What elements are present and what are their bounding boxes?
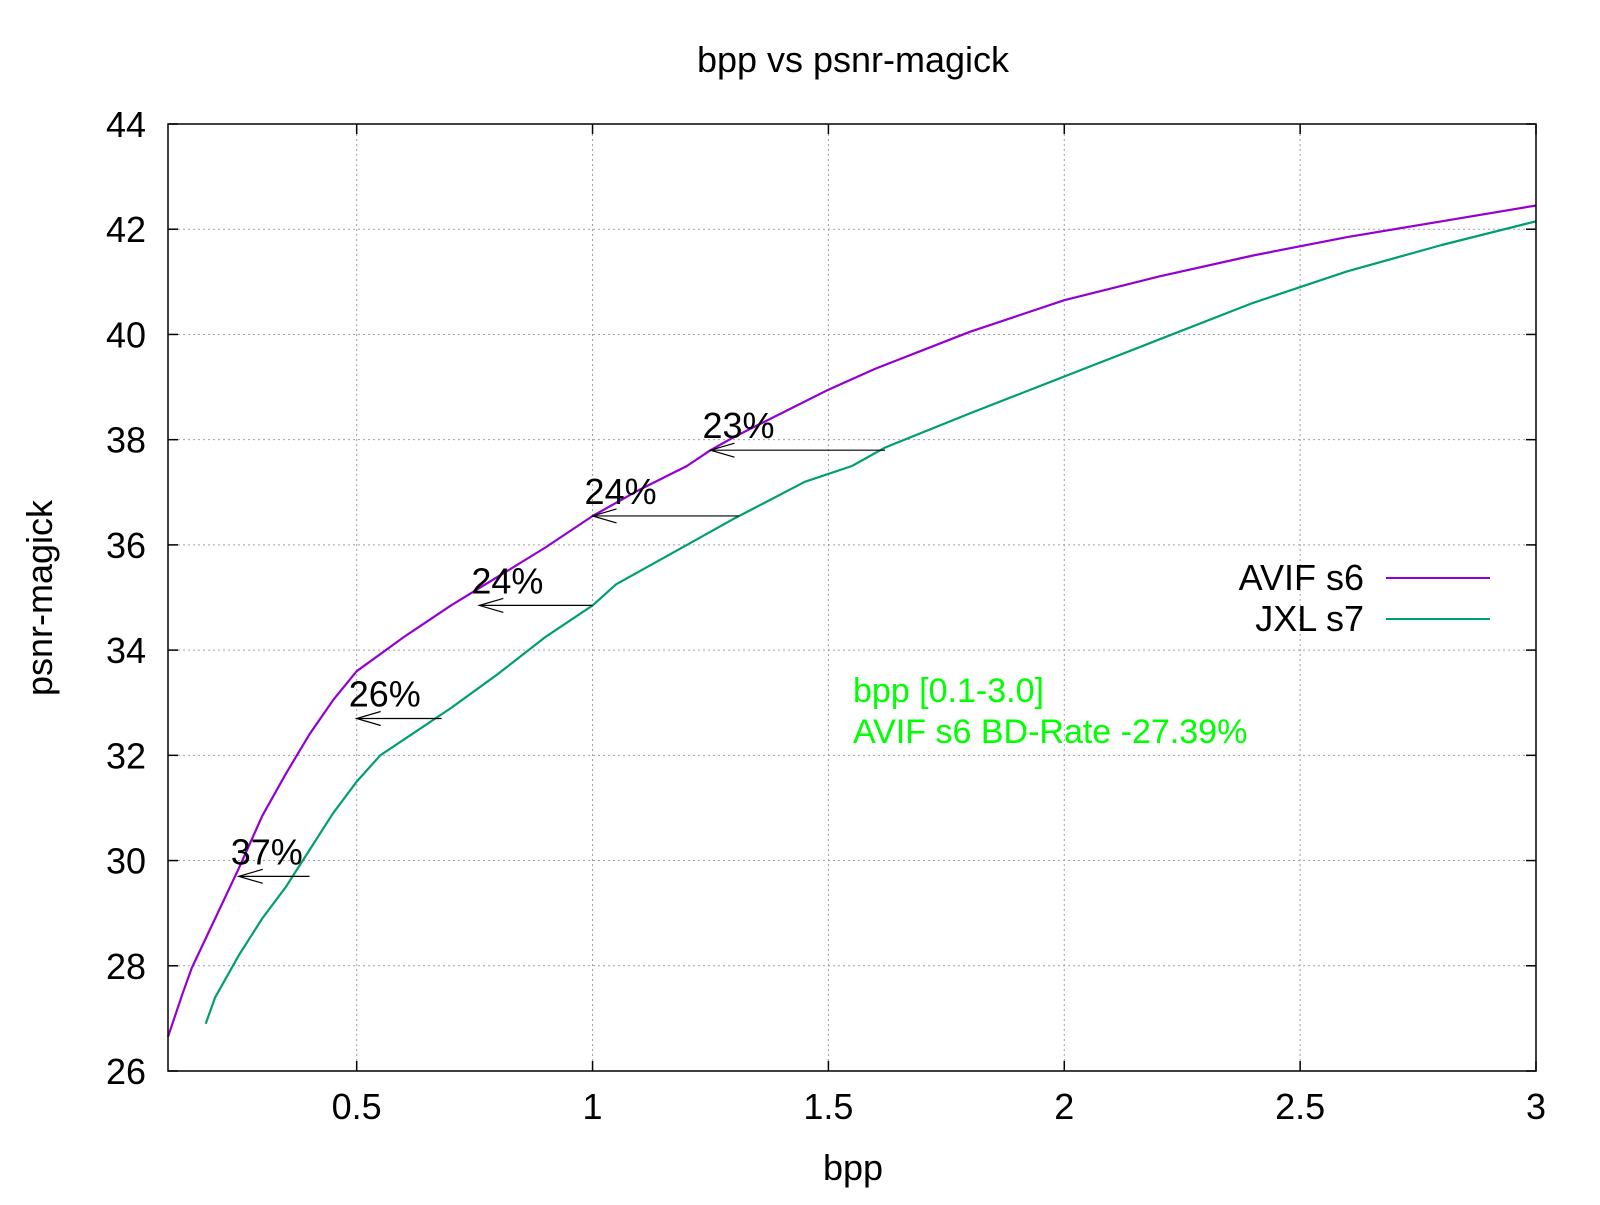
x-tick-label: 1 (583, 1086, 603, 1127)
grid (168, 124, 1536, 1071)
y-tick-label: 30 (106, 841, 146, 882)
annotation-label: 23% (702, 405, 774, 446)
annotation-label: 37% (231, 831, 303, 872)
annotation-arrow-head (708, 442, 735, 458)
y-tick-label: 40 (106, 314, 146, 355)
y-tick-label: 42 (106, 209, 146, 250)
y-tick-label: 34 (106, 630, 146, 671)
x-tick-label: 1.5 (803, 1086, 853, 1127)
y-tick-label: 28 (106, 946, 146, 987)
x-tick-label: 2 (1054, 1086, 1074, 1127)
legend-label-jxl: JXL s7 (1255, 598, 1364, 639)
y-tick-label: 26 (106, 1051, 146, 1092)
annotation-label: 24% (471, 560, 543, 601)
x-tick-label: 3 (1526, 1086, 1546, 1127)
legend: AVIF s6 JXL s7 (1239, 557, 1490, 639)
annotation-label: 24% (585, 471, 657, 512)
x-tick-label: 2.5 (1275, 1086, 1325, 1127)
annotation-arrow-head (354, 710, 381, 727)
annotation-arrow-head (590, 508, 617, 524)
legend-label-avif: AVIF s6 (1239, 557, 1364, 598)
y-tick-label: 36 (106, 525, 146, 566)
y-axis-title: psnr-magick (19, 499, 60, 696)
chart-title: bpp vs psnr-magick (697, 39, 1010, 80)
y-tick-label: 32 (106, 735, 146, 776)
annotations: 37% 26% 24% 24% 23% (231, 405, 886, 884)
plot-frame (167, 123, 1537, 1072)
axis-ticks: 0.5 1 1.5 2 2.5 3 26 28 30 32 34 36 38 40 42 44 (106, 104, 1546, 1127)
note-bpp-range: bpp [0.1-3.0] (853, 672, 1044, 710)
note-bd-rate: AVIF s6 BD-Rate -27.39% (853, 713, 1247, 751)
y-tick-label: 38 (106, 420, 146, 461)
annotation-label: 26% (349, 674, 421, 715)
series-lines (166, 204, 1537, 1038)
annotation-arrow-head (477, 597, 504, 613)
y-tick-label: 44 (106, 104, 146, 145)
series-line-avif (166, 204, 1537, 1038)
x-tick-label: 0.5 (332, 1086, 382, 1127)
annotation-arrow-head (236, 868, 263, 884)
x-axis-title: bpp (823, 1147, 883, 1188)
bd-rate-notes: bpp [0.1-3.0] AVIF s6 BD-Rate -27.39% (853, 672, 1247, 751)
series-line-jxl (204, 220, 1537, 1025)
